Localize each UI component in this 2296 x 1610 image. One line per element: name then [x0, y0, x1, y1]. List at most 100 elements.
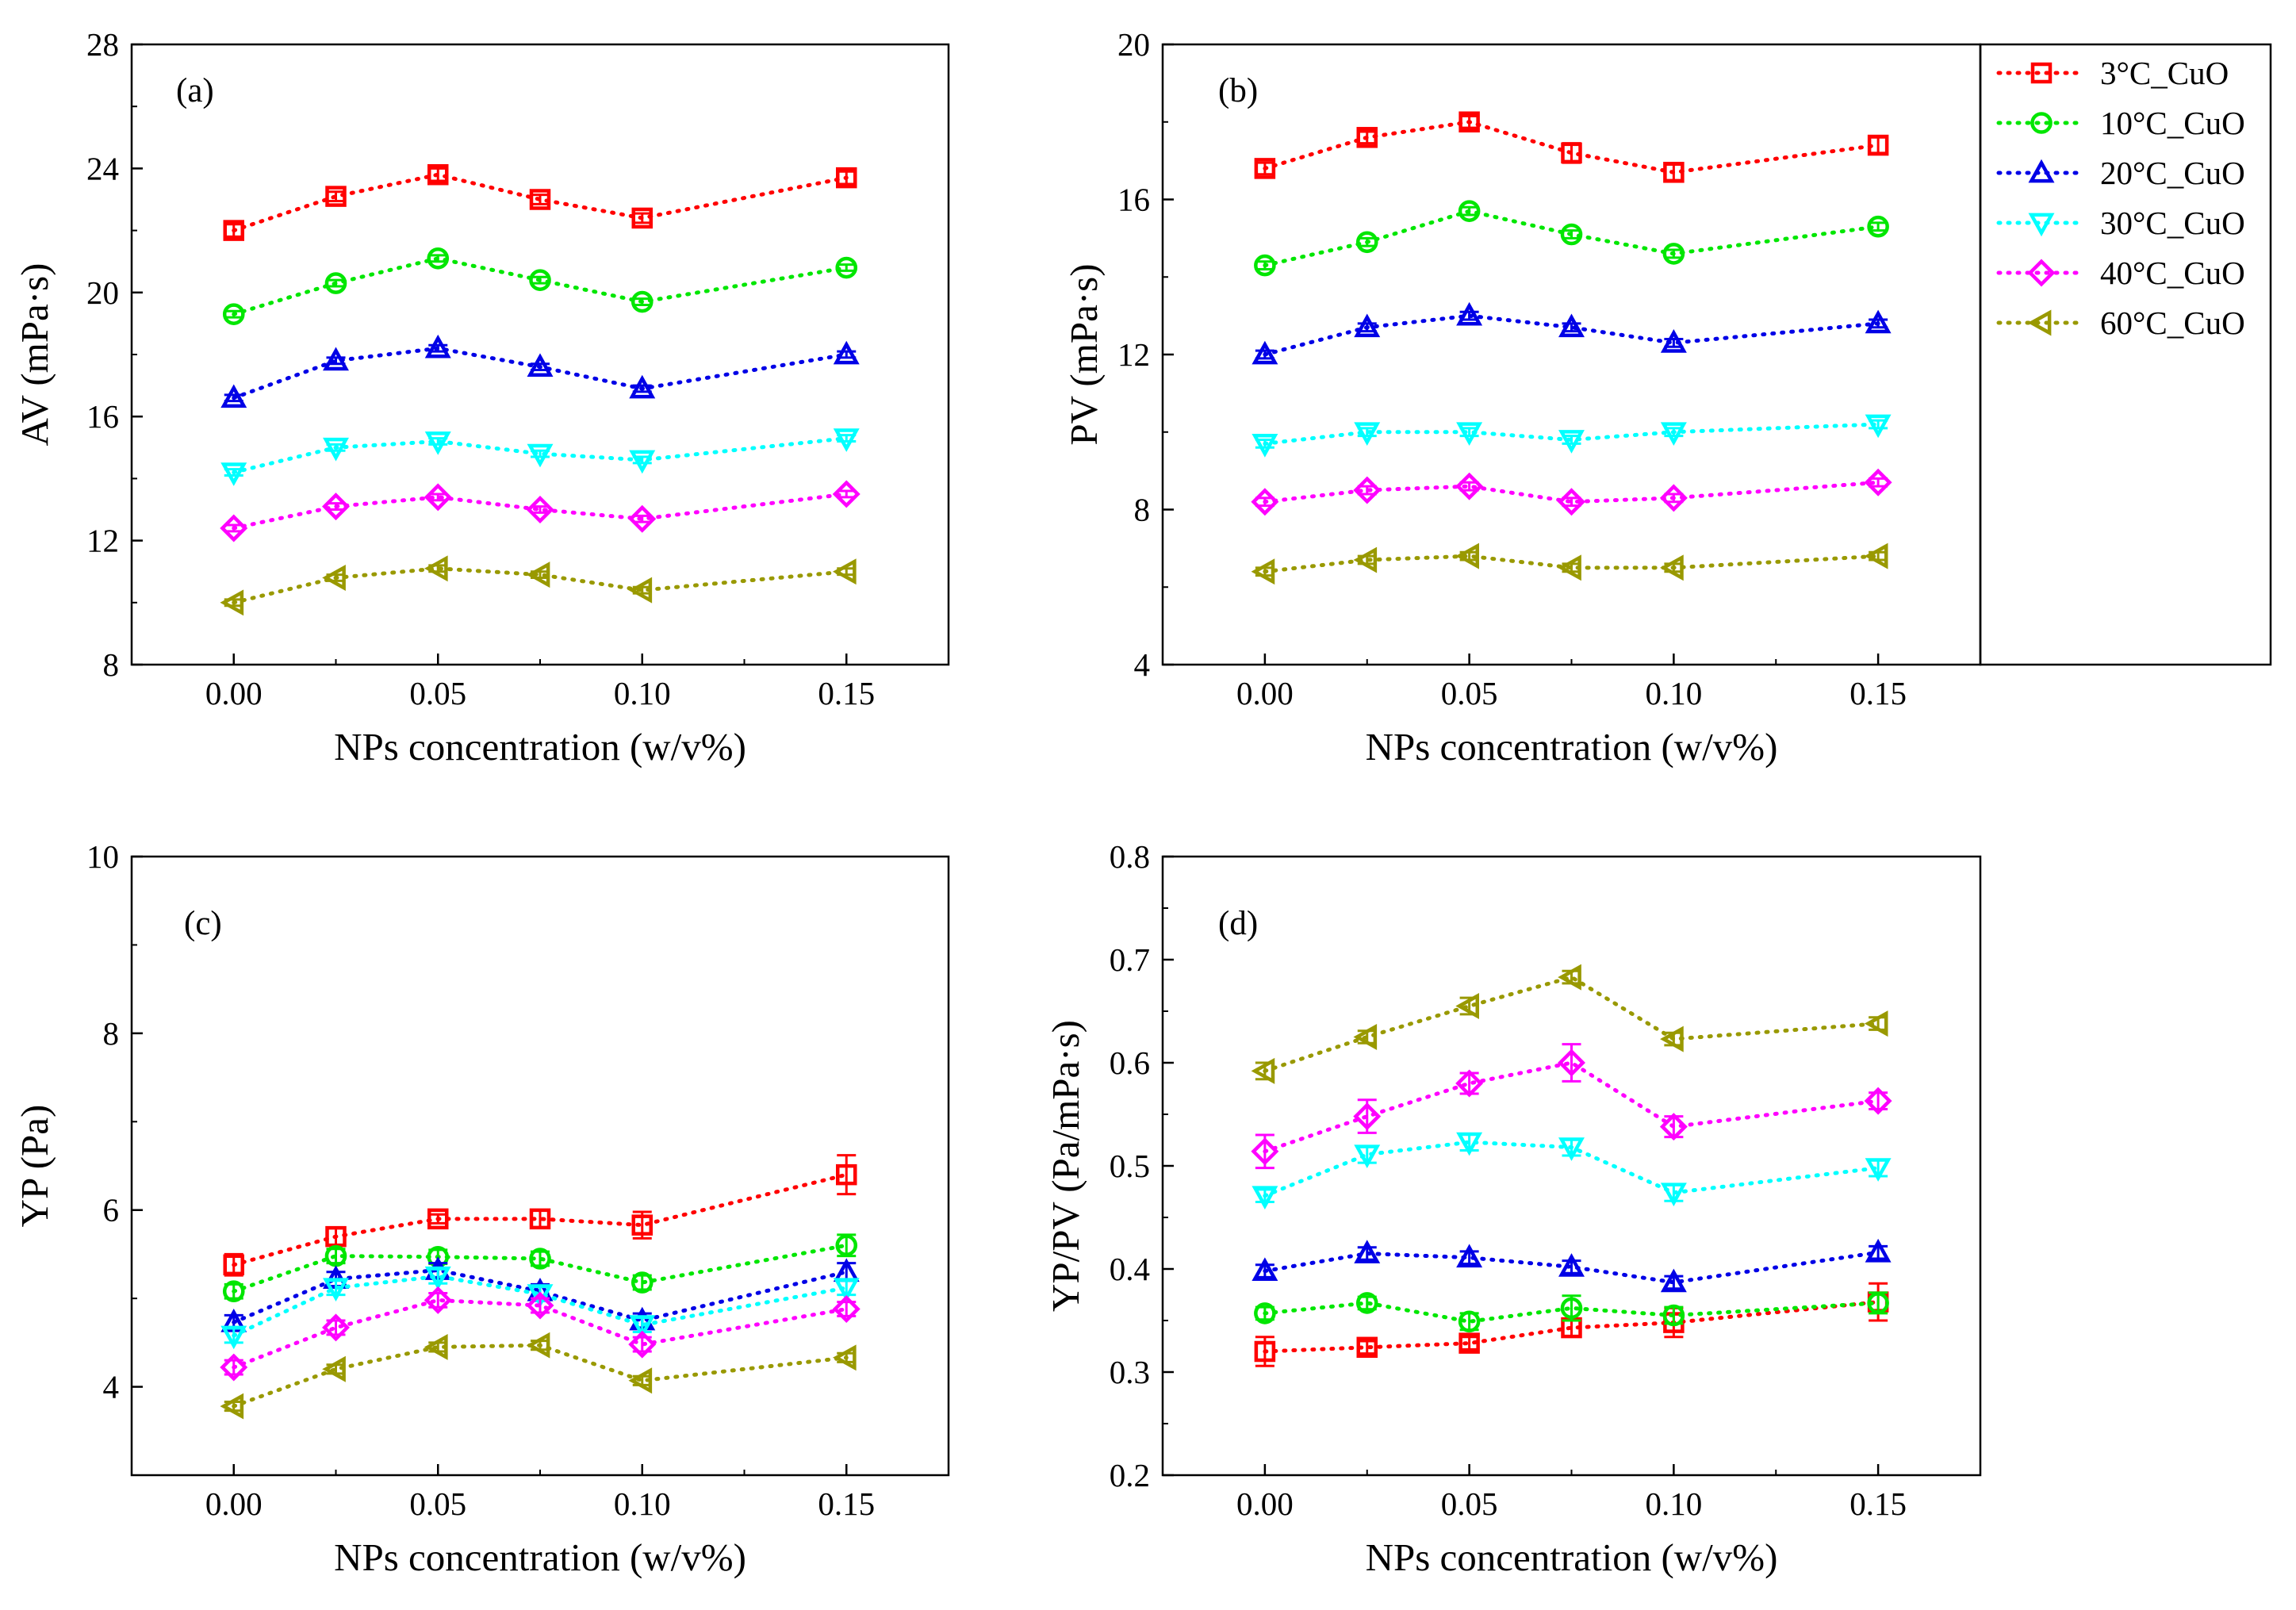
data-point [1355, 231, 1378, 254]
series-20C [220, 334, 860, 408]
data-point [220, 384, 247, 408]
data-point [628, 504, 657, 533]
data-point [322, 1313, 350, 1342]
data-point [629, 450, 656, 474]
x-tick-label: 0.10 [614, 675, 671, 711]
data-point [427, 163, 449, 186]
legend-box [1979, 43, 2272, 666]
data-point [1354, 1144, 1381, 1168]
data-point [1356, 1336, 1378, 1359]
data-point [1662, 243, 1685, 265]
data-point [527, 443, 554, 468]
data-point [1458, 1310, 1481, 1333]
data-point [832, 480, 861, 508]
data-point [1456, 1244, 1483, 1268]
x-tick-label: 0.15 [818, 1485, 875, 1522]
data-point [1558, 313, 1585, 338]
x-tick-label: 0.10 [614, 1485, 671, 1522]
x-tick-label: 0.10 [1646, 1485, 1703, 1522]
data-point [1356, 127, 1378, 148]
series-30C [1251, 414, 1892, 458]
data-point [1251, 340, 1278, 365]
data-point [222, 303, 245, 325]
y-tick-label: 24 [86, 150, 119, 186]
data-point [1254, 254, 1276, 277]
y-tick-label: 0.8 [1110, 838, 1150, 875]
data-point [1561, 142, 1582, 164]
data-point [1456, 422, 1483, 447]
panel-a: 0.00 0.05 0.10 0.15 8 12 16 20 24 28 NPs concentra… [13, 26, 950, 769]
data-point [1251, 1186, 1278, 1209]
data-point [424, 1286, 452, 1314]
legend-label: 10°C_CuO [2100, 105, 2245, 141]
data-point [1864, 1087, 1892, 1115]
data-point [1558, 554, 1581, 581]
data-point [832, 1344, 857, 1371]
panel-label: (a) [176, 72, 214, 109]
data-point [1353, 1102, 1382, 1131]
legend-label: 3°C_CuO [2100, 55, 2229, 91]
data-point [631, 1271, 654, 1294]
series-line [1263, 209, 1880, 268]
data-point [1251, 488, 1279, 516]
y-tick-label: 16 [1117, 182, 1150, 218]
legend-marker [2028, 213, 2055, 237]
data-point [527, 353, 554, 378]
data-point [1660, 554, 1684, 581]
data-point [220, 514, 248, 542]
data-point [427, 1208, 449, 1230]
data-point [1354, 313, 1381, 338]
data-point [1560, 223, 1583, 246]
series-30C [1251, 1132, 1892, 1209]
data-point [424, 1266, 451, 1290]
y-axis-title: PV (mPa·s) [1062, 263, 1106, 445]
data-point [1662, 1304, 1685, 1327]
series-line [232, 566, 849, 605]
x-axis-title: NPs concentration (w/v%) [334, 1535, 746, 1579]
series-60C [220, 555, 857, 616]
legend-marker [2030, 62, 2053, 84]
y-tick-label: 0.7 [1110, 941, 1150, 978]
legend-entry-60C: 60°C_CuO [1996, 305, 2245, 341]
series-line [1263, 1060, 1880, 1154]
data-point [1455, 542, 1479, 569]
panel-label: (d) [1218, 905, 1258, 942]
x-tick-label: 0.00 [1236, 675, 1294, 711]
series-10C [222, 247, 858, 325]
data-point [529, 269, 551, 291]
series-3C [223, 163, 857, 241]
data-point [1660, 1268, 1687, 1293]
legend-entry-30C: 30°C_CuO [1996, 205, 2245, 241]
data-point [1558, 1048, 1585, 1077]
data-point [529, 1248, 551, 1270]
y-tick-label: 0.6 [1110, 1045, 1150, 1081]
x-tick-label: 0.00 [205, 1485, 263, 1522]
legend-marker [2030, 112, 2053, 134]
panel-c: 0.00 0.05 0.10 0.15 4 6 8 10 NPs concentration (… [13, 838, 950, 1579]
data-point [1251, 1257, 1278, 1281]
legend-label: 20°C_CuO [2100, 155, 2245, 191]
series-line [232, 436, 849, 475]
y-tick-label: 0.2 [1110, 1457, 1150, 1493]
series-line [1263, 1300, 1880, 1354]
data-point [323, 437, 349, 462]
data-point [1864, 542, 1888, 569]
x-tick-label: 0.05 [1441, 675, 1498, 711]
series-30C [220, 428, 860, 486]
y-tick-label: 8 [1134, 492, 1151, 528]
data-point [836, 167, 857, 189]
data-point [629, 374, 656, 399]
y-tick-label: 8 [103, 1015, 120, 1052]
data-point [1458, 1332, 1480, 1354]
x-tick-label: 0.05 [409, 1485, 466, 1522]
data-point [1865, 309, 1892, 334]
series-line [1263, 313, 1880, 357]
data-point [1254, 1340, 1276, 1363]
x-tick-label: 0.05 [1441, 1485, 1498, 1522]
series-line [232, 1267, 849, 1324]
series-40C [1251, 468, 1892, 516]
y-tick-label: 0.4 [1110, 1251, 1150, 1287]
data-point [629, 1315, 656, 1339]
data-point [1455, 993, 1479, 1019]
